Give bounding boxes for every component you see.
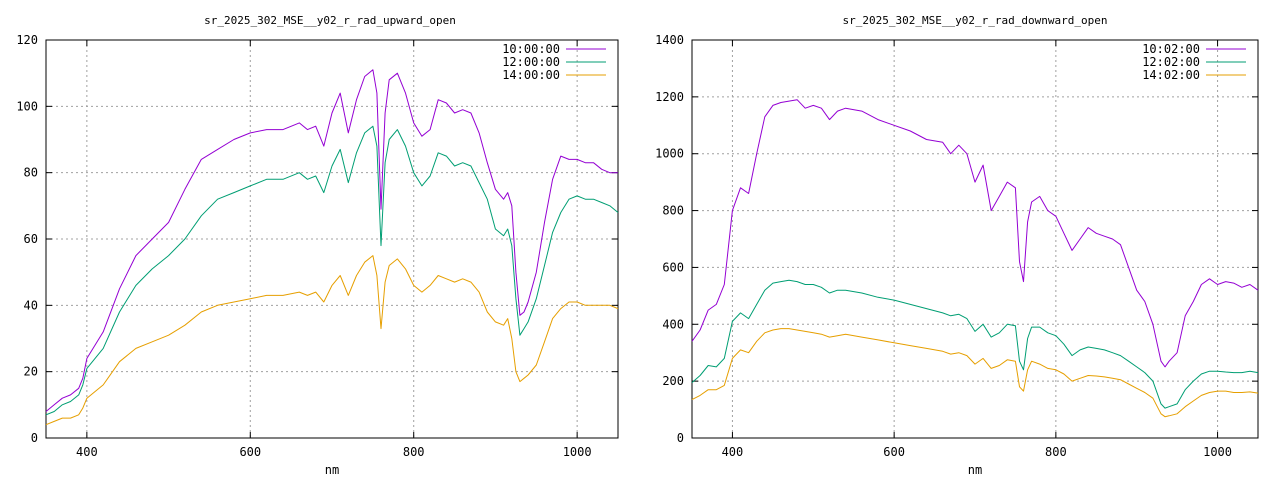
y-tick-label: 0	[31, 431, 38, 445]
legend-label-1: 10:02:00	[1142, 42, 1200, 56]
y-tick-label: 20	[24, 365, 38, 379]
y-tick-label: 0	[677, 431, 684, 445]
x-tick-label: 600	[239, 445, 261, 459]
x-tick-label: 600	[883, 445, 905, 459]
y-tick-label: 100	[16, 99, 38, 113]
legend-label-1: 10:00:00	[502, 42, 560, 56]
x-tick-label: 400	[722, 445, 744, 459]
y-tick-label: 40	[24, 298, 38, 312]
x-tick-label: 800	[403, 445, 425, 459]
x-axis-label: nm	[968, 463, 982, 477]
series-line-3	[45, 255, 619, 426]
x-tick-label: 400	[76, 445, 98, 459]
legend-label-2: 12:00:00	[502, 55, 560, 69]
y-tick-label: 60	[24, 232, 38, 246]
y-tick-label: 1200	[655, 90, 684, 104]
series-line-1	[45, 69, 618, 412]
y-tick-label: 200	[662, 374, 684, 388]
y-tick-label: 800	[662, 204, 684, 218]
y-tick-label: 1000	[655, 147, 684, 161]
series-line-2	[691, 279, 1259, 409]
x-tick-label: 1000	[563, 445, 592, 459]
legend-label-3: 14:02:00	[1142, 68, 1200, 82]
legend-label-2: 12:02:00	[1142, 55, 1200, 69]
y-tick-label: 600	[662, 260, 684, 274]
legend-label-3: 14:00:00	[502, 68, 560, 82]
series-line-1	[691, 99, 1259, 368]
x-tick-label: 1000	[1203, 445, 1232, 459]
x-tick-label: 800	[1045, 445, 1067, 459]
chart-panel-2: 0 200 400 600 800 1000 1200 1400 400 600 800 1000 sr…	[655, 14, 1259, 477]
plot-frame	[691, 39, 1259, 439]
series-line-3	[691, 328, 1259, 418]
x-axis-label: nm	[325, 463, 339, 477]
chart-title: sr_2025_302_MSE__y02_r_rad_upward_open	[204, 14, 456, 27]
chart-title: sr_2025_302_MSE__y02_r_rad_downward_open	[843, 14, 1108, 27]
y-tick-label: 80	[24, 166, 38, 180]
y-tick-label: 1400	[655, 33, 684, 47]
y-tick-label: 120	[16, 33, 38, 47]
series-line-2	[45, 125, 619, 416]
chart-panel-1: 0 20 40 60 80 100 120 400 600 800 1000 sr_2025_302_…	[16, 14, 619, 477]
y-tick-label: 400	[662, 317, 684, 331]
